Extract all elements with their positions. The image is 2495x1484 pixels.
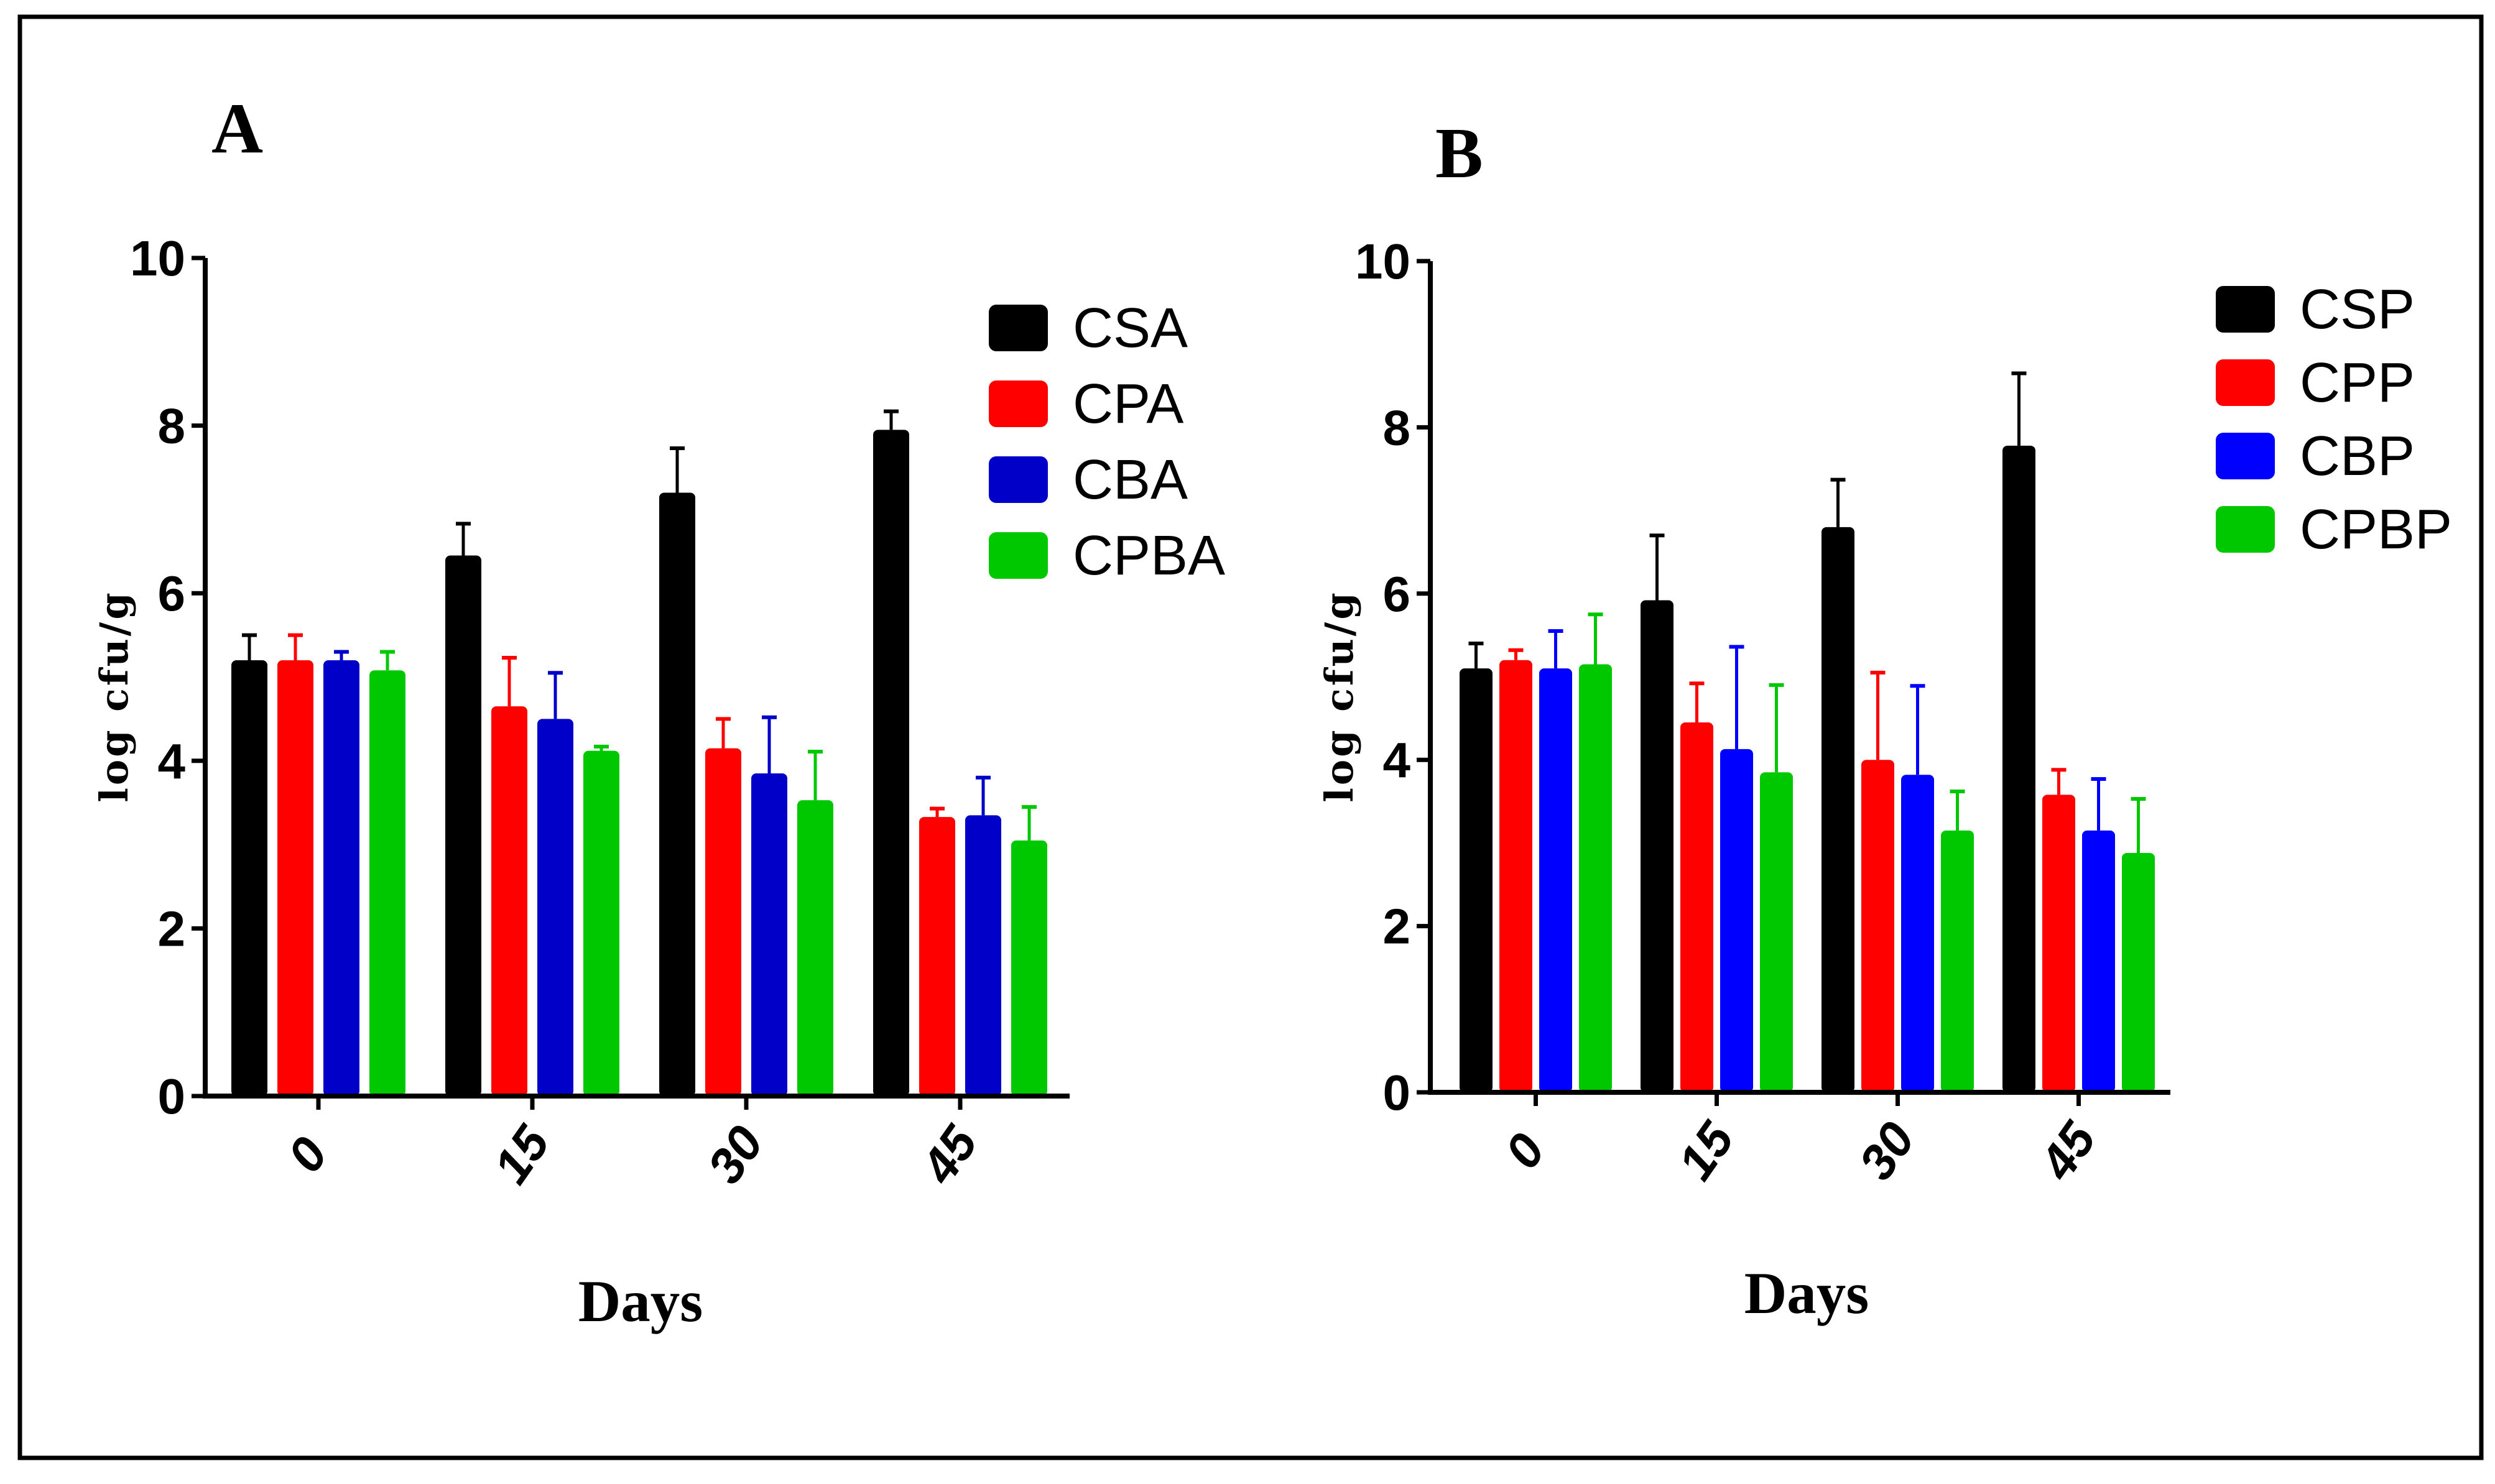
y-tick-label: 4 (1383, 732, 1411, 788)
bar-csa-day-30 (659, 492, 695, 1096)
bar-csp-day-45 (2002, 445, 2035, 1093)
bar-cpbp-day-0 (1579, 664, 1612, 1092)
bar-csp-day-0 (1460, 668, 1493, 1092)
panel-letter-b: B (1435, 114, 1483, 193)
y-axis-title-b: log cfu/g (1317, 590, 1362, 802)
bar-cpa-day-15 (491, 706, 527, 1096)
bar-cpbp-day-30 (1941, 830, 1974, 1092)
bar-cbp-day-45 (2082, 830, 2115, 1092)
bar-cba-day-30 (751, 773, 787, 1096)
bar-csa-day-45 (873, 430, 909, 1096)
bar-cba-day-0 (323, 660, 359, 1096)
legend-swatch-cpp (2216, 359, 2275, 406)
y-tick-label: 6 (158, 566, 186, 621)
bar-cpa-day-30 (705, 748, 741, 1096)
bar-cpp-day-30 (1861, 760, 1894, 1092)
y-tick-label: 10 (130, 231, 185, 286)
y-tick-label: 4 (158, 734, 186, 789)
bar-cpbp-day-15 (1760, 772, 1793, 1092)
y-axis-title-a: log cfu/g (91, 590, 137, 802)
y-tick-label: 0 (158, 1069, 186, 1124)
bar-cpp-day-0 (1499, 660, 1532, 1092)
y-tick-label: 8 (1383, 400, 1411, 455)
legend: CSA CPA CBA CPBA (989, 297, 1225, 587)
bar-csa-day-15 (445, 555, 481, 1096)
legend-swatch-csp (2216, 286, 2275, 333)
bar-csp-day-30 (1821, 527, 1854, 1092)
legend-swatch-cpa (989, 380, 1048, 427)
legend-swatch-cpbp (2216, 506, 2275, 553)
legend-label-cbp: CBP (2300, 425, 2415, 487)
bar-cpba-day-30 (797, 800, 833, 1096)
bar-cpa-day-45 (919, 817, 955, 1096)
legend-label-cpa: CPA (1073, 373, 1183, 435)
legend-label-csp: CSP (2300, 279, 2415, 341)
bar-cpp-day-45 (2042, 795, 2075, 1092)
bar-cpbp-day-45 (2122, 852, 2155, 1092)
bar-csa-day-0 (231, 660, 267, 1096)
legend: CSP CPP CBP CPBP (2216, 279, 2452, 561)
bar-cbp-day-30 (1901, 775, 1934, 1092)
bar-cpba-day-45 (1011, 840, 1047, 1096)
x-axis-title-b: Days (1744, 1260, 1869, 1326)
legend-swatch-csa (989, 305, 1048, 351)
legend-label-cba: CBA (1073, 449, 1188, 511)
y-tick-label: 2 (158, 901, 186, 956)
bar-cbp-day-15 (1720, 749, 1753, 1092)
bar-cpp-day-15 (1680, 722, 1713, 1092)
y-tick-label: 10 (1355, 234, 1410, 289)
figure-border (17, 14, 2484, 1460)
legend-swatch-cbp (2216, 433, 2275, 479)
legend-label-cpp: CPP (2300, 352, 2415, 414)
y-tick-label: 0 (1383, 1065, 1411, 1120)
bar-cba-day-15 (537, 719, 573, 1096)
y-tick-label: 2 (1383, 899, 1411, 954)
bar-csp-day-15 (1641, 600, 1673, 1092)
y-tick-label: 6 (1383, 566, 1411, 622)
bar-cpa-day-0 (277, 660, 313, 1096)
legend-label-cpba: CPBA (1073, 525, 1225, 587)
y-tick-label: 8 (158, 399, 186, 454)
bar-cpba-day-0 (369, 670, 405, 1096)
legend-label-csa: CSA (1073, 297, 1188, 359)
bar-cba-day-45 (965, 815, 1001, 1096)
panel-letter-a: A (211, 89, 263, 168)
bar-cpba-day-15 (583, 750, 619, 1096)
legend-label-cpbp: CPBP (2300, 499, 2452, 561)
bar-cbp-day-0 (1539, 668, 1572, 1092)
legend-swatch-cpba (989, 532, 1048, 579)
x-axis-title-a: Days (578, 1268, 703, 1334)
legend-swatch-cba (989, 456, 1048, 503)
